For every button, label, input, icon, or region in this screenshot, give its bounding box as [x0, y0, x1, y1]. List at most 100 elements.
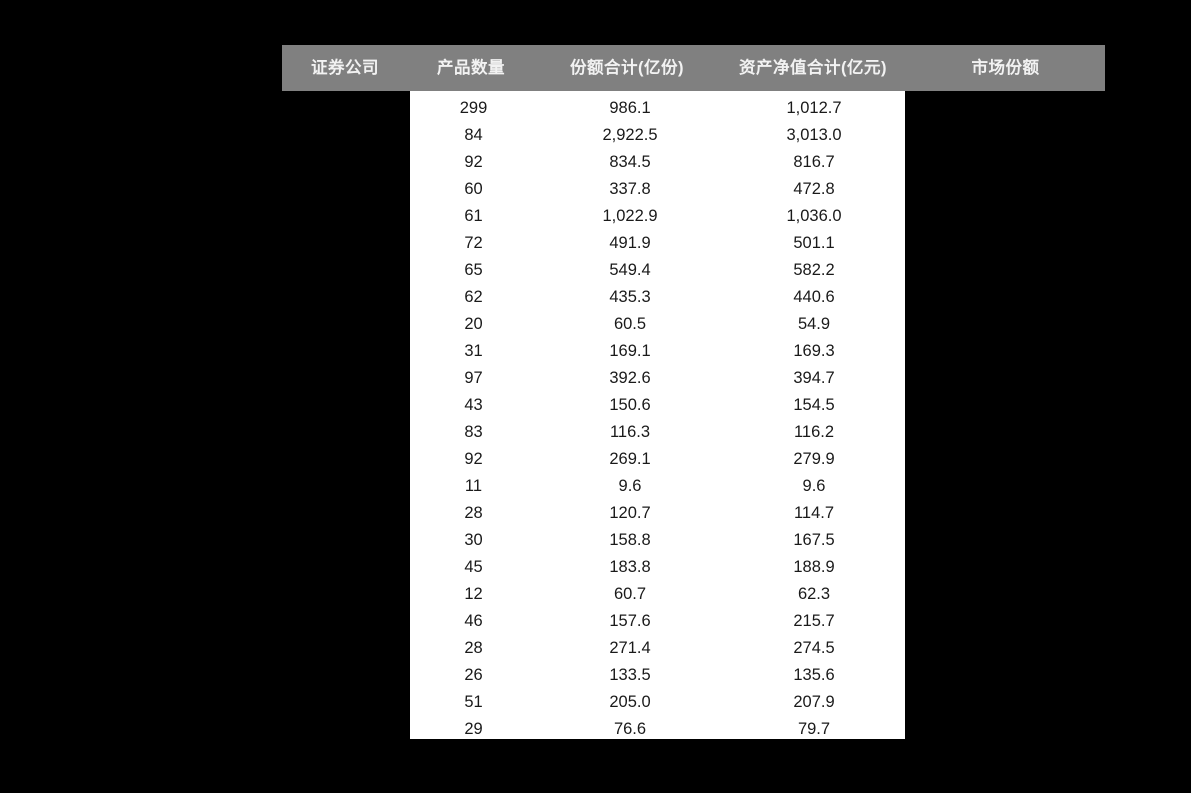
table-row[interactable]: 84 2,922.5 3,013.0 — [410, 122, 905, 149]
cell-total-nav: 154.5 — [793, 396, 835, 414]
cell-product-count: 83 — [464, 423, 483, 441]
cell-total-nav: 279.9 — [793, 450, 835, 468]
table-row[interactable]: 12 60.7 62.3 — [410, 581, 905, 608]
column-header-product-count[interactable]: 产品数量 — [437, 59, 505, 77]
cell-total-shares: 157.6 — [609, 612, 651, 630]
cell-product-count: 20 — [464, 315, 483, 333]
cell-product-count: 30 — [464, 531, 483, 549]
cell-total-shares: 150.6 — [609, 396, 651, 414]
table-row[interactable]: 31 169.1 169.3 — [410, 338, 905, 365]
cell-product-count: 97 — [464, 369, 483, 387]
cell-product-count: 65 — [464, 261, 483, 279]
cell-total-shares: 76.6 — [613, 720, 647, 738]
table-header-row: 证券公司 产品数量 份额合计(亿份) 资产净值合计(亿元) 市场份额 — [282, 45, 1105, 91]
cell-total-nav: 169.3 — [793, 342, 835, 360]
cell-total-nav: 79.7 — [797, 720, 831, 738]
table-row[interactable]: 72 491.9 501.1 — [410, 230, 905, 257]
cell-total-shares: 271.4 — [609, 639, 651, 657]
data-table: 299 986.1 1,012.7 84 2,922.5 3,013.0 92 834.5 81… — [410, 91, 905, 739]
cell-total-nav: 1,012.7 — [786, 99, 842, 117]
cell-total-shares: 9.6 — [618, 477, 642, 495]
cell-total-shares: 183.8 — [609, 558, 651, 576]
column-header-total-nav[interactable]: 资产净值合计(亿元) — [739, 59, 887, 77]
cell-total-nav: 167.5 — [793, 531, 835, 549]
cell-total-shares: 60.5 — [613, 315, 647, 333]
table-row[interactable]: 97 392.6 394.7 — [410, 365, 905, 392]
table-row[interactable]: 92 269.1 279.9 — [410, 446, 905, 473]
table-row[interactable]: 46 157.6 215.7 — [410, 608, 905, 635]
table-body: 299 986.1 1,012.7 84 2,922.5 3,013.0 92 834.5 81… — [410, 91, 905, 739]
cell-product-count: 92 — [464, 153, 483, 171]
cell-total-shares: 120.7 — [609, 504, 651, 522]
table-row[interactable]: 62 435.3 440.6 — [410, 284, 905, 311]
cell-total-shares: 491.9 — [609, 234, 651, 252]
cell-total-shares: 205.0 — [609, 693, 651, 711]
cell-total-shares: 158.8 — [609, 531, 651, 549]
cell-total-shares: 2,922.5 — [602, 126, 658, 144]
table-row[interactable]: 83 116.3 116.2 — [410, 419, 905, 446]
table-row[interactable]: 28 271.4 274.5 — [410, 635, 905, 662]
table-row[interactable]: 51 205.0 207.9 — [410, 689, 905, 716]
cell-total-nav: 188.9 — [793, 558, 835, 576]
column-header-market-share[interactable]: 市场份额 — [971, 59, 1040, 77]
cell-product-count: 60 — [464, 180, 483, 198]
cell-total-nav: 582.2 — [793, 261, 835, 279]
cell-total-nav: 472.8 — [793, 180, 835, 198]
cell-total-shares: 834.5 — [609, 153, 651, 171]
cell-product-count: 61 — [464, 207, 483, 225]
cell-product-count: 72 — [464, 234, 483, 252]
cell-total-nav: 116.2 — [793, 423, 835, 441]
cell-total-shares: 60.7 — [613, 585, 647, 603]
cell-total-shares: 169.1 — [609, 342, 651, 360]
table-row[interactable]: 299 986.1 1,012.7 — [410, 91, 905, 122]
cell-product-count: 46 — [464, 612, 483, 630]
cell-product-count: 299 — [459, 99, 488, 117]
cell-product-count: 62 — [464, 288, 483, 306]
table-row[interactable]: 61 1,022.9 1,036.0 — [410, 203, 905, 230]
table-row[interactable]: 65 549.4 582.2 — [410, 257, 905, 284]
table-row[interactable]: 30 158.8 167.5 — [410, 527, 905, 554]
cell-product-count: 45 — [464, 558, 483, 576]
cell-product-count: 12 — [464, 585, 483, 603]
cell-product-count: 26 — [464, 666, 483, 684]
cell-product-count: 11 — [464, 477, 483, 495]
table-row[interactable]: 92 834.5 816.7 — [410, 149, 905, 176]
column-header-firm[interactable]: 证券公司 — [311, 59, 379, 77]
cell-product-count: 92 — [464, 450, 483, 468]
cell-total-nav: 274.5 — [793, 639, 835, 657]
cell-total-shares: 392.6 — [609, 369, 651, 387]
column-header-total-shares[interactable]: 份额合计(亿份) — [570, 59, 684, 77]
cell-total-shares: 116.3 — [609, 423, 651, 441]
table-row[interactable]: 20 60.5 54.9 — [410, 311, 905, 338]
cell-total-nav: 816.7 — [793, 153, 835, 171]
cell-total-nav: 62.3 — [797, 585, 831, 603]
cell-product-count: 28 — [464, 639, 483, 657]
table-row[interactable]: 43 150.6 154.5 — [410, 392, 905, 419]
cell-total-nav: 207.9 — [793, 693, 835, 711]
table-row[interactable]: 11 9.6 9.6 — [410, 473, 905, 500]
cell-product-count: 84 — [464, 126, 483, 144]
cell-total-shares: 435.3 — [609, 288, 651, 306]
cell-total-nav: 394.7 — [793, 369, 835, 387]
cell-total-nav: 215.7 — [793, 612, 835, 630]
cell-product-count: 29 — [464, 720, 483, 738]
table-row[interactable]: 29 76.6 79.7 — [410, 716, 905, 739]
cell-total-nav: 135.6 — [793, 666, 835, 684]
cell-total-nav: 440.6 — [793, 288, 835, 306]
cell-total-shares: 133.5 — [609, 666, 651, 684]
table-row[interactable]: 60 337.8 472.8 — [410, 176, 905, 203]
cell-total-nav: 9.6 — [802, 477, 826, 495]
cell-total-nav: 54.9 — [797, 315, 831, 333]
cell-product-count: 28 — [464, 504, 483, 522]
cell-total-nav: 114.7 — [793, 504, 835, 522]
table-row[interactable]: 26 133.5 135.6 — [410, 662, 905, 689]
cell-total-shares: 549.4 — [609, 261, 651, 279]
cell-product-count: 43 — [464, 396, 483, 414]
table-body-panel: 299 986.1 1,012.7 84 2,922.5 3,013.0 92 834.5 81… — [410, 91, 905, 739]
table-row[interactable]: 45 183.8 188.9 — [410, 554, 905, 581]
cell-total-shares: 986.1 — [609, 99, 651, 117]
cell-product-count: 31 — [464, 342, 483, 360]
cell-total-shares: 269.1 — [609, 450, 651, 468]
table-row[interactable]: 28 120.7 114.7 — [410, 500, 905, 527]
